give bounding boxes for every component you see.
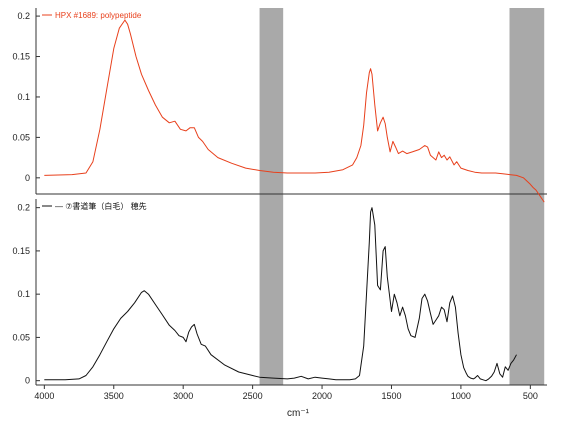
- x-tick-label-5: 1500: [381, 391, 401, 401]
- legend-label-1-0: — ⑦書道筆（白毛） 穂先: [55, 201, 147, 211]
- y-tick-label-1-1: 0.05: [12, 332, 30, 342]
- y-tick-label-1-3: 0.15: [12, 246, 30, 256]
- shaded-band-0: [259, 8, 284, 385]
- y-tick-label-0-2: 0.1: [17, 92, 30, 102]
- y-tick-label-0-4: 0.2: [17, 11, 30, 21]
- x-tick-label-3: 2500: [243, 391, 263, 401]
- shaded-band-1: [509, 8, 545, 385]
- y-tick-label-0-1: 0.05: [12, 132, 30, 142]
- x-tick-label-2: 3000: [173, 391, 193, 401]
- y-tick-label-0-3: 0.15: [12, 52, 30, 62]
- x-tick-label-0: 4000: [34, 391, 54, 401]
- x-axis: 4000 3500 3000 2500 2000 1500 1000 500: [34, 385, 538, 401]
- y-tick-label-1-2: 0.1: [17, 289, 30, 299]
- spectrum-lines: [44, 19, 545, 382]
- y-axes: 0 0.05 0.1 0.15 0.2 0 0.05 0.1 0.15 0.2: [12, 11, 40, 386]
- x-tick-label-7: 500: [523, 391, 538, 401]
- legend-label-0-0: HPX #1689: polypeptide: [55, 11, 142, 20]
- x-tick-label-6: 1000: [451, 391, 471, 401]
- x-tick-label-1: 3500: [104, 391, 124, 401]
- plot-frames: [35, 8, 547, 386]
- shaded-bands: [259, 8, 545, 385]
- x-axis-label: cm⁻¹: [287, 408, 310, 419]
- y-tick-label-0-0: 0: [25, 173, 30, 183]
- y-tick-label-1-0: 0: [25, 376, 30, 386]
- y-tick-label-1-4: 0.2: [17, 203, 30, 213]
- series-line-0-0: [44, 19, 545, 203]
- legends: HPX #1689: polypeptide — ⑦書道筆（白毛） 穂先: [42, 11, 147, 211]
- series-line-1-0: [44, 207, 517, 382]
- x-tick-label-4: 2000: [312, 391, 332, 401]
